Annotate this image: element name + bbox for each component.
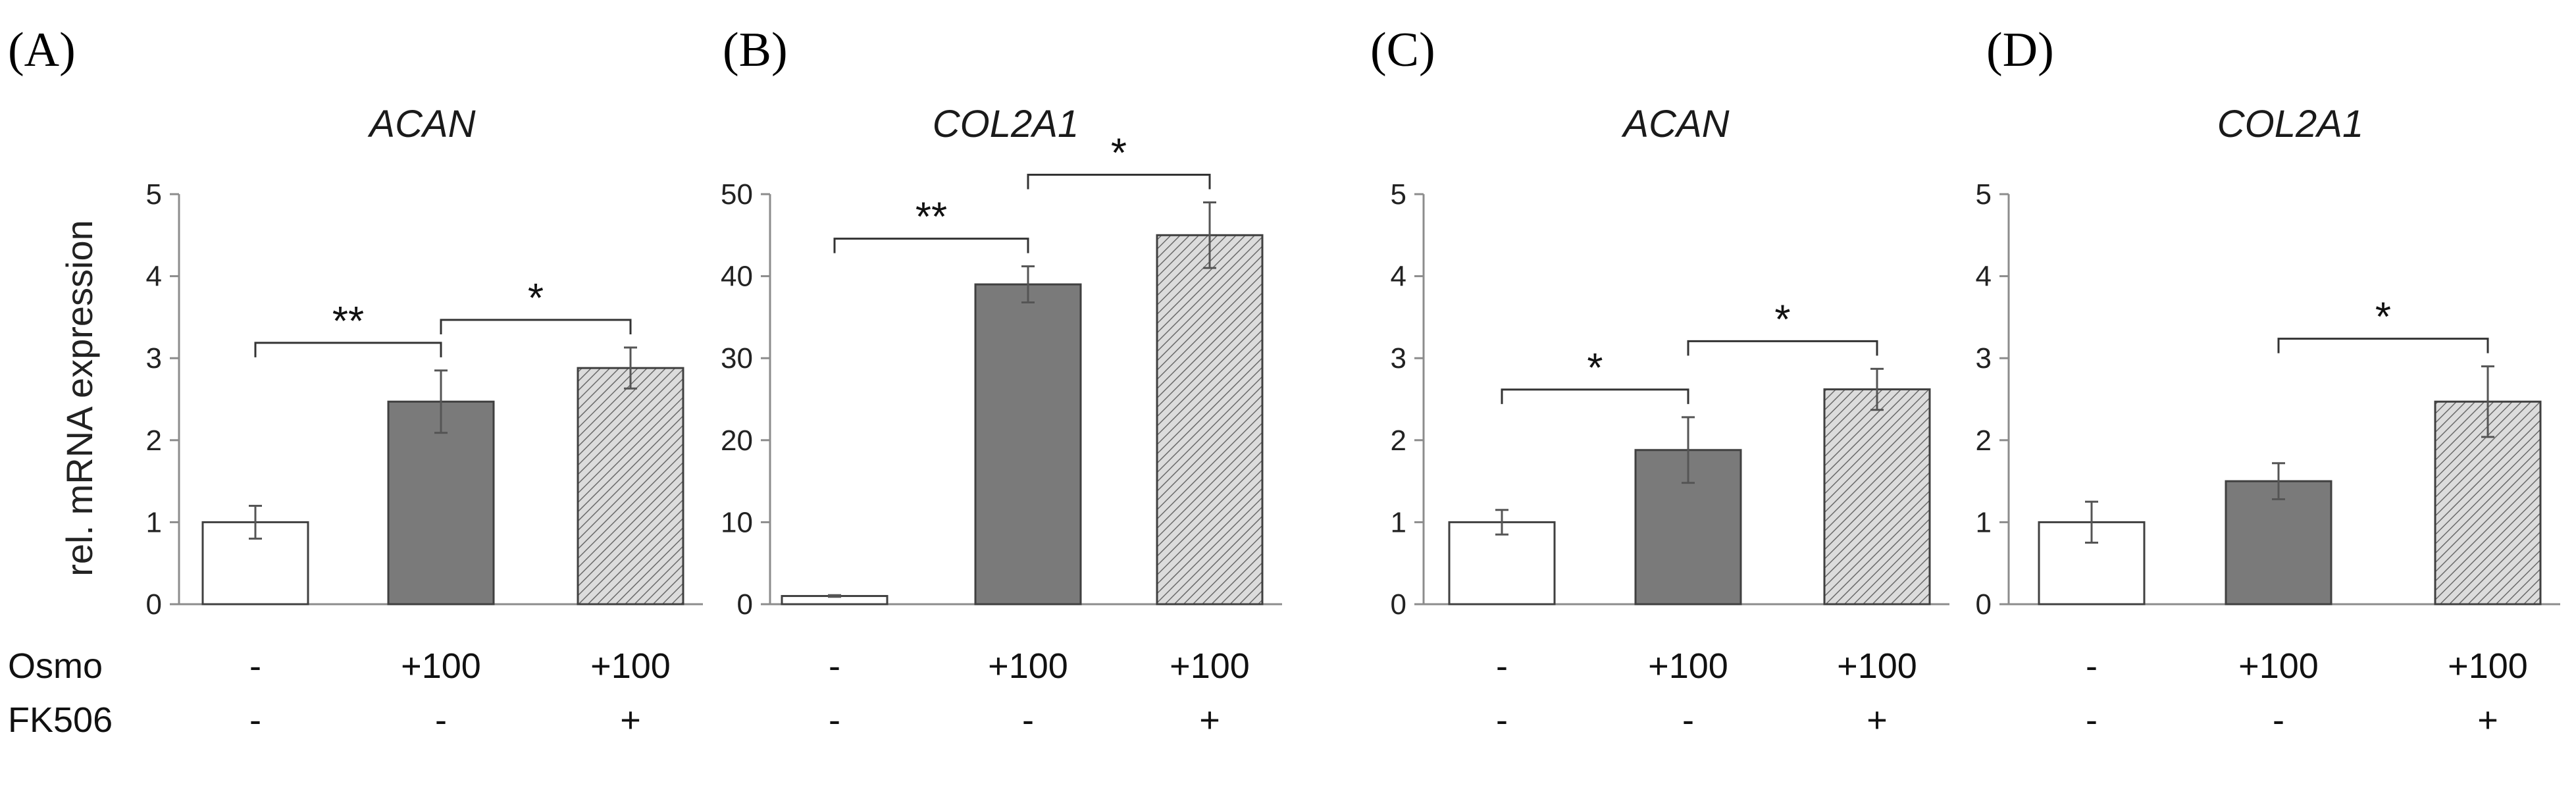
chart-title: ACAN [367, 103, 475, 145]
significance-bracket [1027, 173, 1211, 190]
bar-osmo [974, 283, 1082, 606]
y-tick-label: 5 [146, 178, 162, 211]
y-tick-label: 30 [721, 342, 753, 375]
panel-c: (C) ACAN 0 1 2 3 4 5 - - +100 - +100 + * * [1370, 23, 1949, 740]
osmo-label: - [2086, 646, 2098, 686]
bar-osmo-fk506 [1156, 234, 1264, 606]
panel-label: (D) [1986, 23, 2054, 77]
osmo-label: - [829, 646, 840, 686]
significance-bracket [833, 238, 1029, 253]
panel-label: (B) [723, 23, 788, 77]
y-tick-label: 3 [1391, 342, 1406, 375]
bar-osmo-fk506 [1823, 388, 1931, 606]
fk506-label: - [829, 700, 840, 740]
chart-title: COL2A1 [2217, 103, 2363, 145]
bar-osmo [387, 400, 495, 606]
y-axis-label: rel. mRNA expression [59, 220, 100, 577]
significance-bracket [1687, 340, 1878, 356]
significance-label: ** [915, 195, 947, 240]
osmo-label: - [1496, 646, 1508, 686]
fk506-label: + [1867, 700, 1888, 740]
fk506-label: - [1496, 700, 1508, 740]
y-tick-label: 40 [721, 261, 753, 293]
y-tick-label: 0 [737, 588, 753, 621]
fk506-label: + [1199, 700, 1220, 740]
osmo-label: +100 [401, 646, 481, 686]
y-tick-label: 3 [146, 342, 162, 375]
fk506-label: - [249, 700, 261, 740]
fk506-label: - [435, 700, 447, 740]
bar-osmo-fk506 [577, 367, 684, 606]
y-tick-label: 4 [1976, 261, 1992, 293]
y-tick-label: 3 [1976, 342, 1992, 375]
row-label-fk506: FK506 [8, 700, 113, 740]
significance-bracket [254, 342, 442, 357]
significance-label: ** [332, 299, 364, 344]
y-tick-label: 10 [721, 506, 753, 538]
panel-label: (C) [1370, 23, 1435, 77]
y-tick-label: 2 [146, 425, 162, 457]
significance-bracket [2277, 338, 2489, 353]
bar-osmo [2225, 480, 2332, 606]
panel-label: (A) [8, 23, 76, 77]
y-tick-label: 2 [1976, 425, 1992, 457]
y-tick-label: 2 [1391, 425, 1406, 457]
fk506-label: - [1682, 700, 1694, 740]
y-tick-label: 1 [1976, 506, 1992, 538]
significance-bracket [1501, 388, 1689, 404]
panel-d: (D) COL2A1 0 1 2 3 4 5 - - +100 - +100 + * [1976, 23, 2560, 740]
y-tick-label: 0 [146, 588, 162, 621]
panels: (A)ACAN012345--+100-+100+***(B)COL2A1010… [8, 23, 2560, 740]
fk506-label: - [1022, 700, 1034, 740]
y-tick-label: 50 [721, 178, 753, 211]
y-tick-label: 4 [146, 261, 162, 293]
y-tick-label: 4 [1391, 261, 1406, 293]
significance-label: * [1587, 346, 1603, 391]
fk506-label: - [2086, 700, 2098, 740]
significance-bracket [440, 319, 632, 335]
osmo-label: +100 [1170, 646, 1250, 686]
y-tick-label: 5 [1976, 178, 1992, 211]
y-tick-label: 1 [1391, 506, 1406, 538]
osmo-label: +100 [2238, 646, 2319, 686]
significance-label: * [2375, 295, 2391, 340]
osmo-label: +100 [988, 646, 1068, 686]
y-tick-label: 5 [1391, 178, 1406, 211]
row-label-osmo: Osmo [8, 646, 103, 686]
y-tick-label: 0 [1391, 588, 1406, 621]
significance-label: * [528, 276, 544, 321]
osmo-label: +100 [1648, 646, 1728, 686]
chart-title: COL2A1 [933, 103, 1079, 145]
osmo-label: +100 [2448, 646, 2528, 686]
osmo-label: +100 [1837, 646, 1917, 686]
fk506-label: - [2273, 700, 2284, 740]
osmo-label: - [249, 646, 261, 686]
y-tick-label: 1 [146, 506, 162, 538]
chart-title: ACAN [1621, 103, 1729, 145]
significance-label: * [1111, 130, 1127, 176]
y-tick-label: 0 [1976, 588, 1992, 621]
significance-label: * [1774, 297, 1790, 342]
osmo-label: +100 [590, 646, 671, 686]
fk506-label: + [2477, 700, 2498, 740]
y-tick-label: 20 [721, 425, 753, 457]
fk506-label: + [620, 700, 641, 740]
